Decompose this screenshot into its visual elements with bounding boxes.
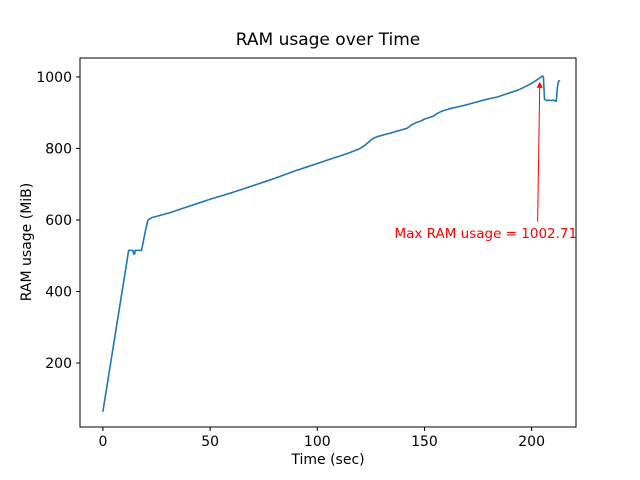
- x-tick-label: 0: [98, 434, 107, 450]
- max-annotation-text: Max RAM usage = 1002.71: [394, 226, 578, 243]
- annotation-arrow: [536, 81, 543, 222]
- x-tick-label: 50: [201, 434, 219, 450]
- chart-title: RAM usage over Time: [235, 30, 421, 50]
- x-axis-label: Time (sec): [291, 452, 365, 468]
- y-axis-label: RAM usage (MiB): [19, 182, 35, 302]
- y-tick-label: 800: [45, 141, 72, 157]
- plot-frame: [79, 57, 577, 428]
- y-tick-label: 400: [45, 284, 72, 300]
- ram-usage-line: [102, 75, 561, 413]
- y-tick-label: 1000: [36, 70, 72, 86]
- x-tick-label: 100: [304, 434, 331, 450]
- x-tick-label: 200: [518, 434, 545, 450]
- y-tick-label: 200: [45, 356, 72, 372]
- y-tick-label: 600: [45, 213, 72, 229]
- x-tick-label: 150: [411, 434, 438, 450]
